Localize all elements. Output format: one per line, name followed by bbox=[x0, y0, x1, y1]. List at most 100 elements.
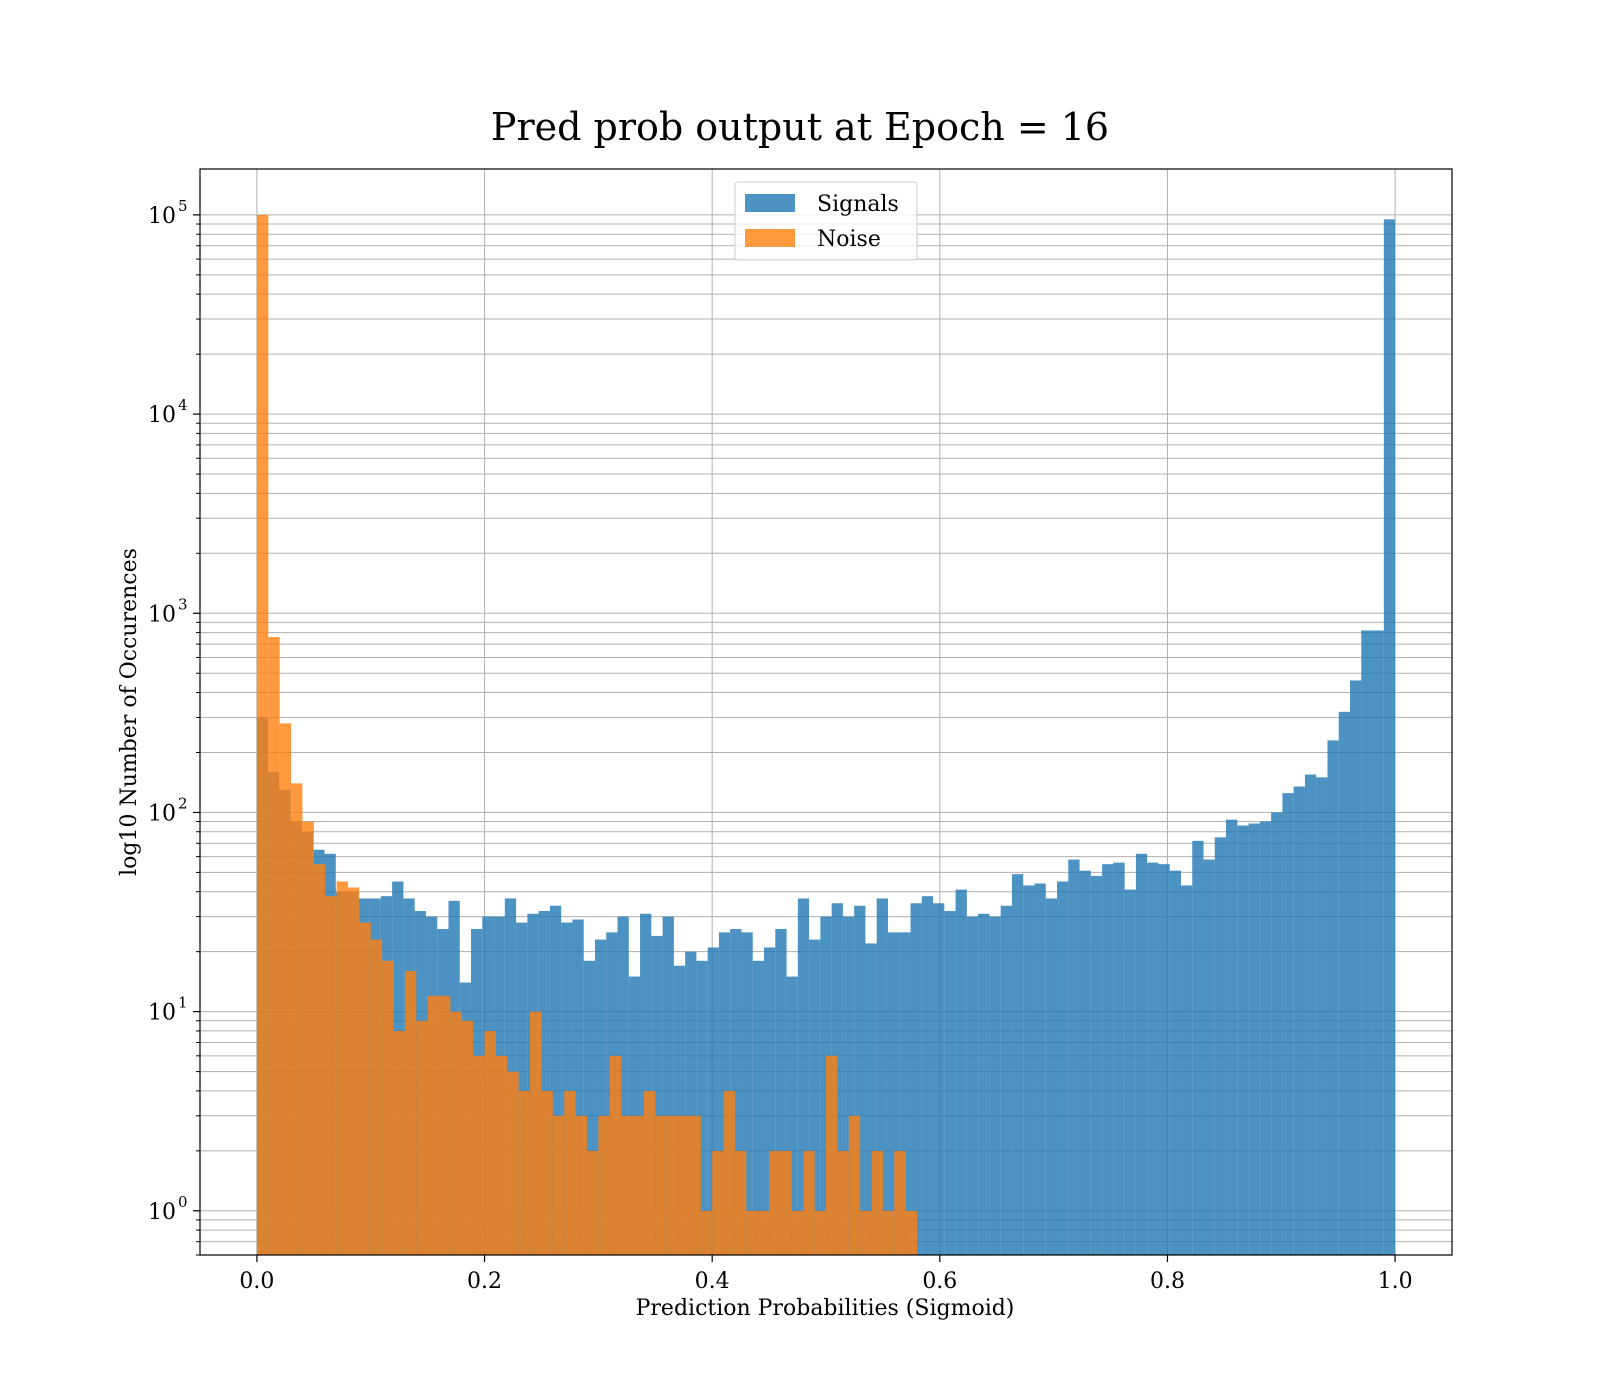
bar-signals bbox=[1158, 864, 1170, 1255]
bar-noise bbox=[427, 995, 440, 1255]
bar-signals bbox=[876, 898, 888, 1255]
bar-noise bbox=[495, 1055, 508, 1255]
bar-noise bbox=[609, 1055, 622, 1255]
bar-signals bbox=[1214, 837, 1227, 1255]
bar-noise bbox=[416, 1020, 428, 1255]
bar-signals bbox=[989, 916, 1001, 1255]
bar-signals bbox=[685, 951, 697, 1255]
bar-signals bbox=[1192, 840, 1204, 1255]
bar-noise bbox=[325, 896, 337, 1255]
x-tick-label: 0.0 bbox=[239, 1269, 274, 1294]
bar-signals bbox=[933, 903, 945, 1255]
bar-signals bbox=[1259, 821, 1272, 1255]
bar-noise bbox=[826, 1055, 838, 1255]
bar-noise bbox=[279, 723, 292, 1255]
bar-noise bbox=[518, 1090, 531, 1255]
bar-signals bbox=[1304, 774, 1317, 1255]
bar-signals bbox=[842, 916, 855, 1255]
chart-title: Pred prob output at Epoch = 16 bbox=[491, 105, 1109, 149]
bar-signals bbox=[583, 960, 595, 1255]
bar-signals bbox=[752, 960, 765, 1255]
y-tick-exponent: 3 bbox=[178, 595, 188, 613]
bar-signals bbox=[1282, 793, 1294, 1255]
bar-signals bbox=[662, 916, 674, 1255]
bar-noise bbox=[336, 881, 348, 1255]
bar-noise bbox=[541, 1090, 553, 1255]
legend-swatch-signals bbox=[745, 194, 795, 212]
bar-signals bbox=[1338, 711, 1351, 1255]
bar-signals bbox=[1350, 680, 1362, 1255]
bar-signals bbox=[1169, 870, 1181, 1255]
bar-signals bbox=[1316, 777, 1328, 1255]
bar-signals bbox=[1113, 862, 1125, 1255]
legend-label-noise: Noise bbox=[817, 227, 881, 252]
bar-signals bbox=[1124, 889, 1136, 1255]
bar-signals bbox=[775, 928, 787, 1255]
bar-signals bbox=[1102, 864, 1114, 1255]
bar-signals bbox=[516, 922, 528, 1255]
bar-noise bbox=[871, 1150, 883, 1255]
bar-noise bbox=[882, 1210, 895, 1255]
x-tick-label: 0.4 bbox=[695, 1269, 730, 1294]
x-tick-label: 1.0 bbox=[1378, 1269, 1413, 1294]
bar-noise bbox=[484, 1030, 496, 1255]
plot-frame bbox=[199, 168, 1453, 1256]
x-tick-label: 0.2 bbox=[467, 1269, 502, 1294]
bar-signals bbox=[944, 911, 956, 1255]
bar-noise bbox=[268, 637, 280, 1255]
bar-noise bbox=[746, 1210, 758, 1255]
bar-noise bbox=[530, 1011, 542, 1255]
bar-signals bbox=[1147, 862, 1159, 1255]
bar-signals bbox=[707, 947, 719, 1255]
bar-signals bbox=[1180, 885, 1193, 1255]
bar-signals bbox=[921, 896, 934, 1255]
bar-signals bbox=[955, 889, 967, 1255]
bar-noise bbox=[564, 1090, 576, 1255]
bar-noise bbox=[734, 1150, 747, 1255]
bar-noise bbox=[791, 1210, 804, 1255]
bar-noise bbox=[837, 1150, 849, 1255]
bar-signals bbox=[1383, 219, 1396, 1255]
bar-noise bbox=[461, 1020, 474, 1255]
y-tick-label: 10 bbox=[148, 602, 176, 627]
bar-noise bbox=[621, 1115, 633, 1255]
bar-noise bbox=[632, 1115, 644, 1255]
bar-noise bbox=[359, 922, 371, 1255]
y-tick-exponent: 5 bbox=[178, 197, 188, 215]
bar-signals bbox=[741, 932, 753, 1255]
bar-signals bbox=[538, 911, 550, 1255]
bar-signals bbox=[1079, 870, 1091, 1255]
y-tick-base: 10 bbox=[148, 403, 176, 428]
bar-signals bbox=[1011, 874, 1024, 1255]
plot-area bbox=[200, 169, 1452, 1256]
bar-signals bbox=[899, 932, 911, 1255]
bar-signals bbox=[1361, 630, 1373, 1255]
bar-signals bbox=[549, 905, 562, 1255]
y-tick-exponent: 4 bbox=[178, 396, 188, 414]
bar-noise bbox=[689, 1115, 701, 1255]
y-tick-label: 10 bbox=[148, 403, 176, 428]
bar-noise bbox=[643, 1090, 656, 1255]
bar-signals bbox=[1068, 859, 1080, 1255]
bar-noise bbox=[552, 1115, 565, 1255]
bar-signals bbox=[786, 976, 798, 1255]
legend: Signals Noise bbox=[734, 181, 918, 261]
y-tick-label: 10 bbox=[148, 204, 176, 229]
y-tick-label: 10 bbox=[148, 1200, 176, 1225]
series-noise bbox=[256, 214, 918, 1255]
bar-noise bbox=[723, 1090, 735, 1255]
bar-signals bbox=[1135, 853, 1148, 1255]
bar-noise bbox=[473, 1055, 485, 1255]
x-tick-label: 0.6 bbox=[922, 1269, 957, 1294]
bar-noise bbox=[860, 1210, 872, 1255]
y-tick-exponent: 2 bbox=[178, 794, 188, 812]
bar-noise bbox=[814, 1210, 826, 1255]
bar-noise bbox=[302, 821, 314, 1255]
bar-signals bbox=[887, 932, 900, 1255]
bar-noise bbox=[382, 960, 394, 1255]
bar-signals bbox=[572, 919, 584, 1255]
bar-noise bbox=[769, 1150, 781, 1255]
bar-signals bbox=[640, 913, 652, 1255]
